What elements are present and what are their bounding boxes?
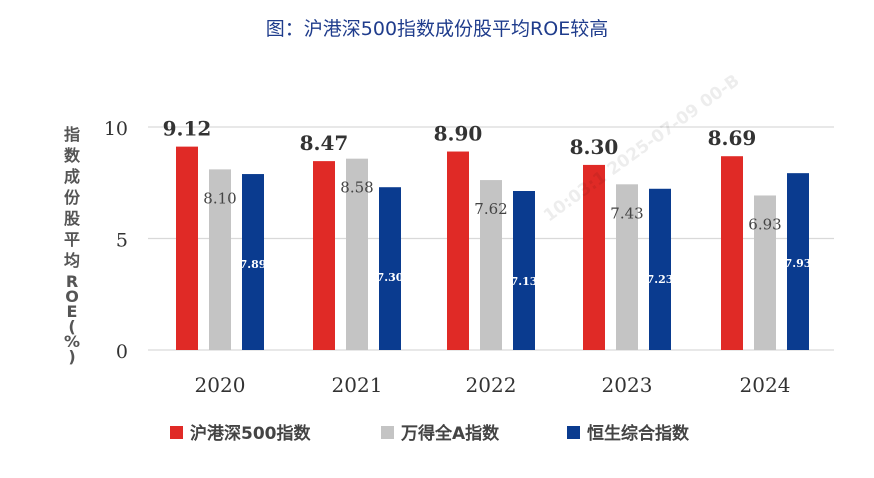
y-axis-label-char: %: [64, 332, 80, 351]
bar-1-2022: [480, 180, 502, 350]
y-tick-labels: 0 5 10: [104, 118, 128, 363]
bar-series: [176, 146, 809, 350]
bar-0-2024: [721, 156, 743, 350]
bar-1-2023: [616, 184, 638, 350]
data-label: 7.93: [785, 257, 812, 270]
y-axis-label-char: 成: [64, 167, 80, 186]
data-label: 9.12: [163, 117, 212, 141]
legend-swatch-1: [381, 426, 394, 439]
bar-2-2024: [787, 173, 809, 350]
x-tick-labels: 2020 2021 2022 2023 2024: [195, 373, 791, 397]
y-axis-label-char: E: [67, 302, 78, 321]
y-axis-label-char: 平: [64, 230, 80, 249]
y-axis-label-char: 数: [64, 146, 81, 165]
data-label: 8.47: [300, 131, 349, 155]
y-axis-label-char: 份: [64, 188, 81, 207]
data-label: 8.58: [340, 179, 373, 197]
data-labels: 9.12 8.47 8.90 8.30 8.69 8.10 8.58 7.62 7.43 6.93…: [163, 117, 812, 288]
y-axis-label-char: O: [65, 287, 79, 306]
data-label: 7.23: [647, 273, 674, 286]
bar-2-2022: [513, 191, 535, 350]
bar-0-2020: [176, 146, 198, 350]
y-axis-label-char: 指: [64, 125, 80, 144]
legend-swatch-2: [567, 426, 580, 439]
legend: 沪港深500指数 万得全A指数 恒生综合指数: [170, 423, 690, 444]
bar-1-2020: [209, 169, 231, 350]
y-axis-label: 指数成份股平均ROE(%): [64, 125, 81, 366]
bar-0-2021: [313, 161, 335, 350]
y-axis-label-char: (: [68, 317, 75, 336]
chart-title: 图：沪港深500指数成份股平均ROE较高: [265, 18, 609, 40]
y-axis-label-char: 均: [64, 251, 80, 270]
bar-0-2023: [583, 164, 605, 350]
bar-2-2020: [242, 174, 264, 350]
data-label: 6.93: [748, 215, 781, 233]
data-label: 8.90: [434, 122, 483, 146]
data-label: 7.43: [610, 204, 643, 222]
legend-label: 万得全A指数: [400, 423, 500, 444]
bar-1-2024: [754, 195, 776, 350]
legend-label: 沪港深500指数: [190, 423, 311, 444]
y-tick-label: 0: [116, 341, 128, 363]
legend-label: 恒生综合指数: [587, 423, 690, 444]
x-tick-label: 2022: [466, 373, 517, 397]
x-tick-label: 2023: [602, 373, 653, 397]
legend-swatch-0: [170, 426, 183, 439]
x-tick-label: 2021: [332, 373, 383, 397]
y-axis-label-char: 股: [64, 209, 81, 228]
x-tick-label: 2020: [195, 373, 246, 397]
y-tick-label: 10: [104, 118, 128, 140]
bar-0-2022: [447, 151, 469, 350]
y-axis-label-char: ): [68, 347, 75, 366]
data-label: 8.30: [570, 135, 619, 159]
y-axis-label-char: R: [66, 272, 78, 291]
data-label: 7.62: [474, 200, 507, 218]
bar-2-2021: [379, 187, 401, 350]
y-tick-label: 5: [116, 230, 128, 252]
data-label: 7.30: [377, 271, 404, 284]
data-label: 7.13: [511, 275, 538, 288]
bar-2-2023: [649, 188, 671, 350]
data-label: 8.10: [203, 189, 236, 207]
x-tick-label: 2024: [740, 373, 791, 397]
bar-1-2021: [346, 158, 368, 350]
data-label: 7.89: [240, 258, 267, 271]
data-label: 8.69: [708, 126, 757, 150]
